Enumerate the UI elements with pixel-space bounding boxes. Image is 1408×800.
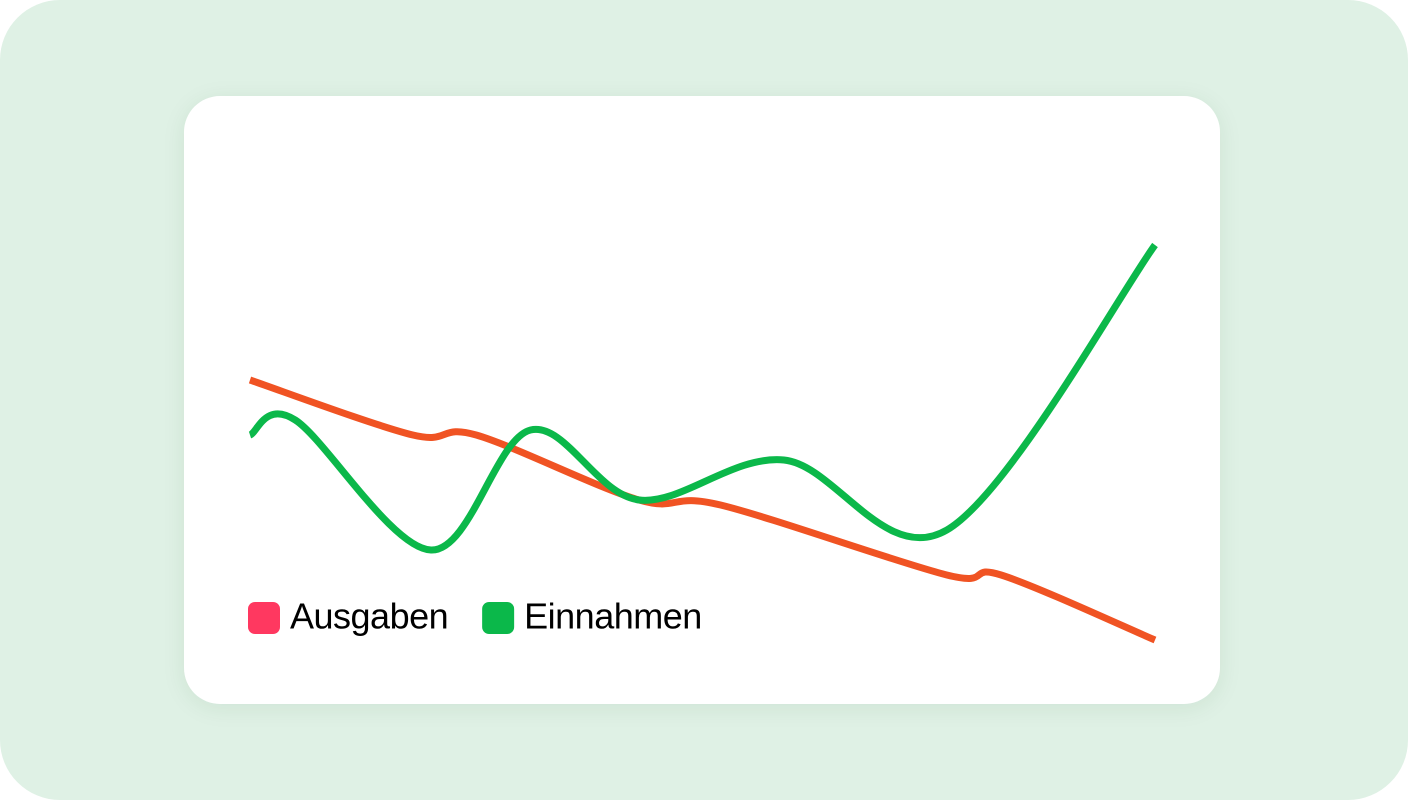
legend-swatch [482,602,515,634]
line [247,242,1158,554]
legend-label: Einnahmen [524,596,702,637]
chart-card [184,96,1220,704]
legend-swatch [248,602,280,634]
line [248,376,1157,644]
legend-label: Ausgaben [290,596,448,637]
